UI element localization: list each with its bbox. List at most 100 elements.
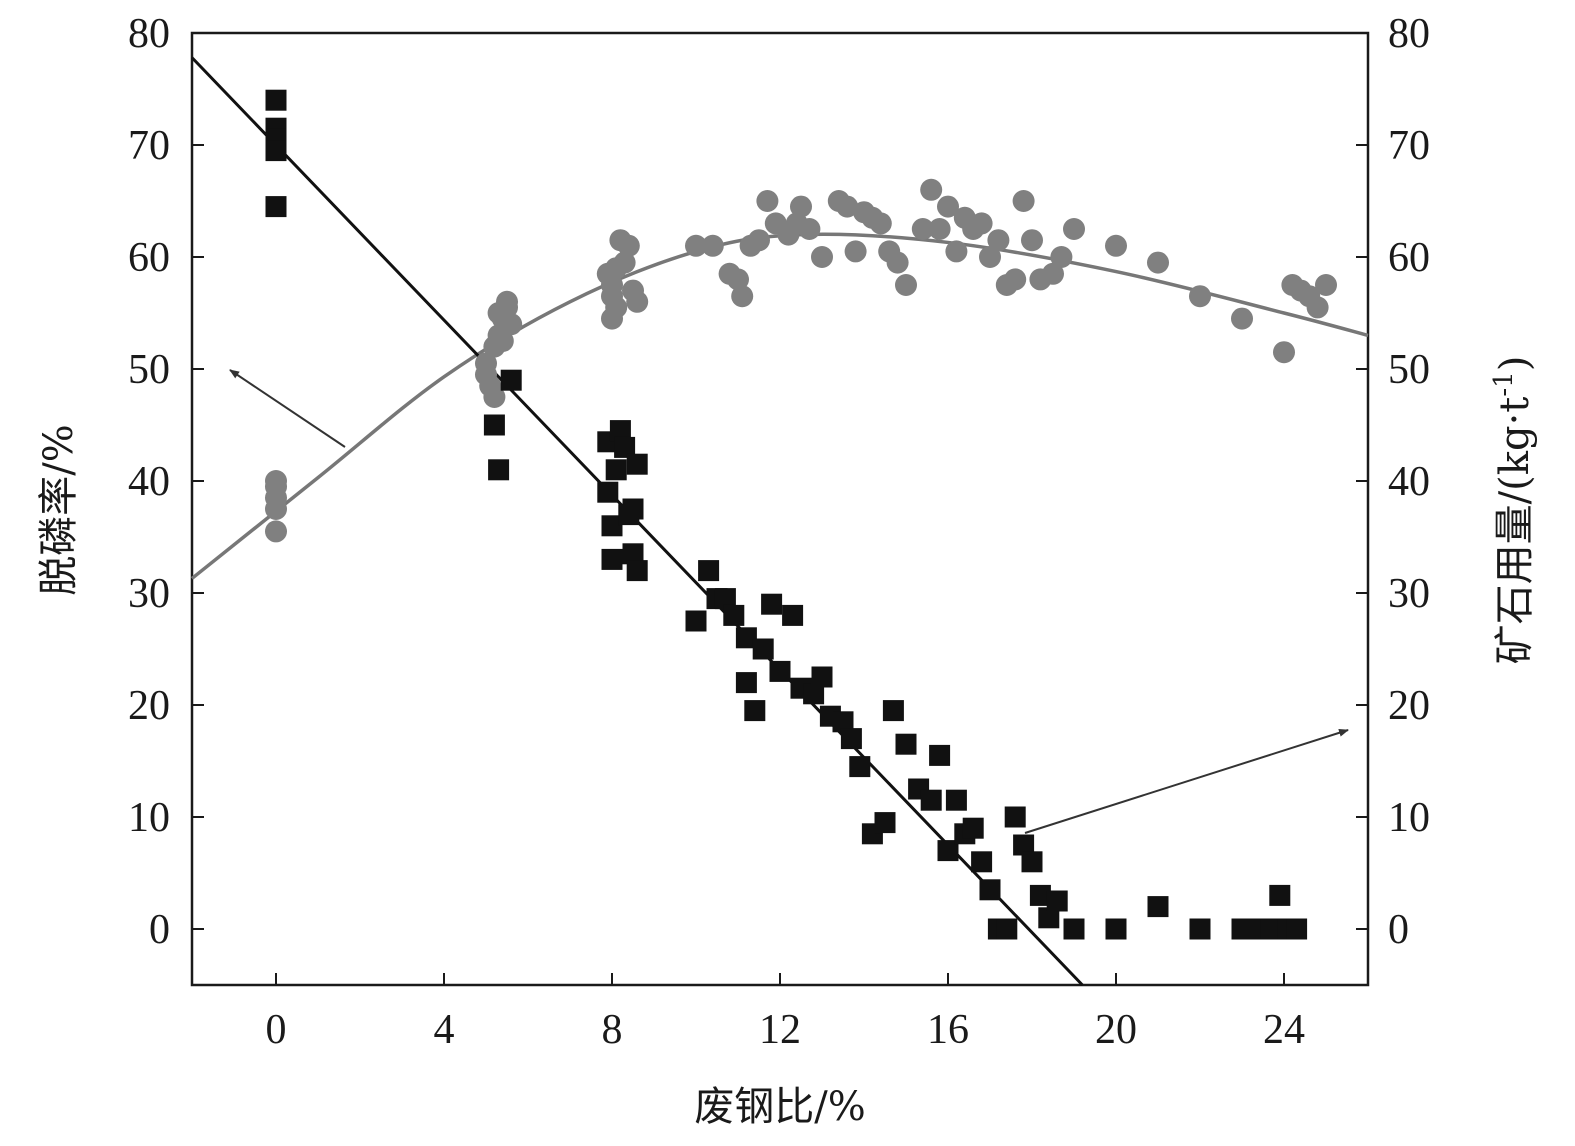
ore-consumption-point: [601, 548, 623, 570]
dephosphorization-point: [928, 218, 951, 240]
ore-consumption-point: [1105, 918, 1127, 940]
ore-consumption-point: [1269, 884, 1291, 906]
dephosphorization-point: [701, 234, 724, 257]
ore-consumption-point: [1046, 890, 1068, 912]
dephosphorization-point: [895, 274, 917, 296]
ore-consumption-point: [920, 789, 942, 811]
ore-consumption-point: [840, 728, 862, 750]
arrow-to-right-axis: [1024, 728, 1349, 834]
dephosphorization-point: [970, 212, 993, 235]
ore-consumption-point: [1013, 834, 1035, 856]
dephosphorization-point: [265, 520, 287, 543]
ore-consumption-point: [605, 459, 627, 481]
ore-consumption-point: [488, 459, 510, 481]
ore-consumption-point: [782, 604, 804, 626]
left-y-tick-label: 10: [128, 795, 170, 841]
dephosphorization-point: [1063, 218, 1085, 240]
ore-consumption-point: [685, 610, 707, 632]
dephosphorization-point: [1306, 296, 1329, 319]
ore-consumption-point: [752, 638, 774, 660]
x-axis-title: 废钢比/%: [694, 1084, 865, 1130]
x-axis-ticks: 0 4 8 12 16 20 24: [266, 973, 1305, 1053]
left-y-tick-label: 0: [149, 907, 170, 953]
dephosphorization-point: [869, 212, 892, 235]
dephosphorization-point: [731, 285, 754, 308]
dephosphorization-point: [605, 257, 628, 280]
ore-consumption-point: [1021, 851, 1043, 873]
ore-consumption-point: [803, 683, 825, 705]
ore-consumption-point: [622, 543, 644, 565]
ore-consumption-point: [714, 588, 736, 610]
right-y-tick-label: 70: [1388, 123, 1430, 169]
right-y-tick-label: 80: [1388, 11, 1430, 57]
dephosphorization-point: [748, 229, 770, 252]
x-tick-label: 16: [927, 1007, 969, 1053]
dephosphorization-point: [1273, 341, 1295, 364]
ore-consumption-point: [614, 436, 636, 458]
ore-consumption-point: [996, 918, 1018, 940]
ore-consumption-point: [979, 879, 1001, 901]
ore-consumption-point: [744, 700, 766, 722]
right-y-tick-label: 30: [1388, 571, 1430, 617]
dephosphorization-point: [496, 290, 518, 313]
x-tick-label: 8: [602, 1007, 623, 1053]
plot-frame: [190, 31, 1370, 987]
ore-consumption-point: [832, 711, 854, 733]
right-y-tick-label: 20: [1388, 683, 1430, 729]
dephosphorization-point: [491, 330, 514, 352]
dephosphorization-point: [756, 190, 779, 212]
dephosphorization-point: [836, 195, 859, 218]
right-axis-title-main: 矿石用量/(kg·t: [1492, 397, 1538, 665]
arrow-to-left-axis: [229, 369, 346, 448]
ore-consumption-point: [962, 817, 984, 839]
dephosphorization-point: [945, 240, 968, 263]
ore-consumption-point: [811, 666, 833, 688]
ore-consumption-point: [874, 812, 896, 834]
ore-consumption-point: [735, 672, 757, 694]
ore-consumption-point: [882, 700, 904, 722]
ore-consumption-point: [735, 627, 757, 649]
dephosphorization-point: [626, 290, 649, 313]
fit-lines: [190, 56, 1369, 987]
dephosphorization-points: [265, 178, 1337, 543]
dephosphorization-point: [798, 218, 821, 240]
dephosphorization-fit-curve: [190, 232, 1369, 580]
left-y-tick-label: 20: [128, 683, 170, 729]
x-tick-label: 20: [1095, 1007, 1137, 1053]
ore-consumption-point: [723, 604, 745, 626]
dephosphorization-point: [1231, 307, 1253, 330]
ore-consumption-point: [1063, 918, 1085, 940]
dephosphorization-point: [1012, 190, 1035, 212]
dephosphorization-point: [987, 229, 1010, 252]
right-y-tick-label: 0: [1388, 907, 1409, 953]
left-axis-title: 脱磷率/%: [36, 424, 82, 595]
ore-consumption-point: [483, 414, 505, 436]
dephosphorization-point: [685, 234, 707, 257]
ore-consumption-point: [895, 733, 917, 755]
dephosphorization-point: [601, 307, 623, 330]
ore-consumption-point: [1231, 918, 1253, 940]
dephosphorization-point: [1004, 268, 1027, 291]
ore-consumption-point: [1189, 918, 1211, 940]
dephosphorization-point: [475, 352, 497, 375]
dephosphorization-point: [1050, 246, 1073, 268]
x-tick-label: 12: [759, 1007, 801, 1053]
ore-consumption-point: [945, 789, 967, 811]
dephosphorization-point: [979, 246, 1001, 268]
ore-consumption-point: [1147, 896, 1169, 918]
dephosphorization-point: [483, 386, 506, 408]
ore-consumption-point: [500, 369, 522, 391]
dephosphorization-point: [617, 234, 640, 257]
left-y-tick-label: 80: [128, 11, 170, 57]
ore-consumption-point: [761, 593, 783, 615]
left-y-tick-label: 70: [128, 123, 170, 169]
dephosphorization-point: [937, 195, 959, 218]
ore-consumption-points: [265, 89, 1308, 940]
ore-consumption-point: [929, 744, 951, 766]
ore-consumption-point: [849, 756, 871, 778]
ore-consumption-point: [1004, 806, 1026, 828]
dephosphorization-point: [844, 240, 867, 263]
dephosphorization-point: [727, 268, 749, 291]
left-y-tick-label: 40: [128, 459, 170, 505]
dephosphorization-point: [911, 218, 934, 240]
